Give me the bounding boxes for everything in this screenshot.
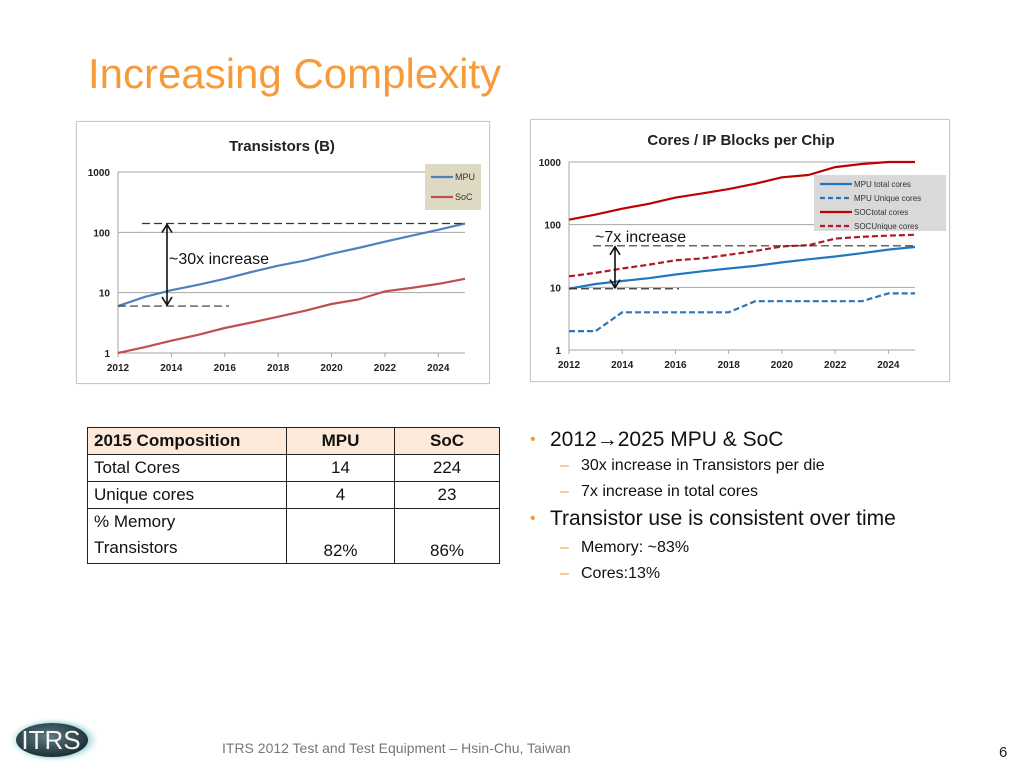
x-tick-label: 2014 (160, 363, 183, 374)
table-cell: 23 (394, 481, 500, 509)
dash-icon: – (560, 539, 569, 556)
sub-bullet-text: Cores:13% (581, 565, 661, 582)
series-line-soc (117, 277, 466, 355)
x-tick-label: 2014 (611, 360, 634, 371)
annotation-label: ~30x increase (169, 251, 269, 268)
page-number: 6 (999, 744, 1008, 761)
sub-bullet-item: – 30x increase in Transistors per die (530, 456, 930, 476)
x-tick-label: 2022 (824, 360, 847, 371)
table-header-row: 2015 Composition MPU SoC (87, 427, 500, 455)
table-header: SoC (394, 427, 500, 455)
sub-bullet-item: – Memory: ~83% (530, 538, 930, 558)
x-tick-label: 2022 (374, 363, 397, 374)
x-tick-label: 2020 (320, 363, 343, 374)
y-tick-label: 100 (544, 221, 561, 232)
table-row: Unique cores 4 23 (87, 481, 500, 509)
x-tick-label: 2024 (427, 363, 450, 374)
annotation-arrowhead-up (609, 245, 621, 256)
x-tick-label: 2012 (558, 360, 581, 371)
bullet-item: • Transistor use is consistent over time (530, 508, 930, 530)
annotation-label: ~7x increase (595, 229, 686, 246)
logo-text: ITRS (21, 725, 80, 755)
table-cell: 86% (394, 508, 500, 564)
y-tick-label: 100 (93, 228, 110, 239)
legend-label: SOCtotal cores (854, 208, 908, 217)
series-line-socunique-cores (568, 233, 916, 278)
bullet-text: Transistor use is consistent over time (550, 507, 896, 530)
table-row: % Memory Transistors 82% 86% (87, 508, 500, 564)
table-cell: 82% (286, 508, 395, 564)
bullet-dot-icon: • (530, 431, 536, 448)
composition-table: 2015 Composition MPU SoC Total Cores 14 … (87, 427, 500, 564)
table-header: MPU (286, 427, 395, 455)
chart-title: Cores / IP Blocks per Chip (647, 132, 834, 149)
series-line-mpu (117, 222, 466, 308)
itrs-logo: ITRS (6, 716, 102, 769)
bullet-text: 2025 MPU & SoC (617, 428, 784, 451)
x-tick-label: 2018 (267, 363, 290, 374)
table-cell: % Memory Transistors (87, 508, 287, 564)
legend-label: SoC (455, 192, 473, 202)
dash-icon: – (560, 565, 569, 582)
y-tick-label: 10 (550, 283, 562, 294)
x-tick-label: 2024 (877, 360, 900, 371)
annotation-arrowhead-up (161, 223, 173, 233)
table-cell-line: % Memory (94, 512, 176, 531)
table-cell: Total Cores (87, 454, 287, 482)
x-tick-label: 2012 (107, 363, 130, 374)
sub-bullet-item: – Cores:13% (530, 564, 930, 584)
table-row: Total Cores 14 224 (87, 454, 500, 482)
annotation-arrowhead-down (161, 296, 173, 307)
annotation-arrowhead-down (609, 279, 621, 290)
y-tick-label: 10 (99, 289, 111, 300)
bullet-item: • 2012→2025 MPU & SoC (530, 428, 930, 452)
x-tick-label: 2016 (664, 360, 687, 371)
cores-chart: Cores / IP Blocks per Chip 1 10 100 1000 2012… (530, 119, 950, 382)
sub-bullet-item: – 7x increase in total cores (530, 482, 930, 502)
table-cell: 14 (286, 454, 395, 482)
table-cell: Unique cores (87, 481, 287, 509)
table-header: 2015 Composition (87, 427, 287, 455)
legend-label: MPU (455, 172, 475, 182)
transistors-chart: Transistors (B) 1 10 100 1000 2012 2014 2016 201… (76, 121, 490, 384)
dash-icon: – (560, 457, 569, 474)
series-line-soctotal-cores (568, 160, 915, 221)
series-line-mpu-total-cores (568, 245, 916, 290)
bullet-text: 2012 (550, 428, 597, 451)
legend-label: MPU total cores (854, 180, 911, 189)
x-tick-label: 2016 (214, 363, 237, 374)
bullet-dot-icon: • (530, 510, 536, 527)
table-cell-line: Transistors (94, 538, 178, 557)
sub-bullet-text: Memory: ~83% (581, 539, 690, 556)
x-tick-label: 2020 (771, 360, 794, 371)
itrs-logo-icon: ITRS (7, 717, 101, 763)
legend-label: MPU Unique cores (854, 194, 921, 203)
sub-bullet-text: 30x increase in Transistors per die (581, 457, 825, 474)
cores-chart-svg: Cores / IP Blocks per Chip 1 10 100 1000 2012… (539, 132, 946, 371)
y-tick-label: 1000 (539, 158, 562, 169)
table-cell: 4 (286, 481, 395, 509)
legend-box (425, 164, 481, 210)
x-tick-label: 2018 (718, 360, 741, 371)
series-line-mpu-unique-cores (569, 292, 915, 333)
arrow-right-icon: → (596, 428, 618, 451)
slide-title: Increasing Complexity (88, 50, 502, 97)
dash-icon: – (560, 483, 569, 500)
chart-title: Transistors (B) (229, 138, 335, 155)
footer-text: ITRS 2012 Test and Test Equipment – Hsin… (222, 740, 571, 756)
table-cell: 224 (394, 454, 500, 482)
y-tick-label: 1000 (88, 168, 111, 179)
bullet-list: • 2012→2025 MPU & SoC – 30x increase in … (530, 428, 930, 590)
transistors-chart-svg: Transistors (B) 1 10 100 1000 2012 2014 2016 201… (88, 138, 481, 374)
legend-label: SOCUnique cores (854, 222, 918, 231)
y-tick-label: 1 (104, 349, 110, 360)
sub-bullet-text: 7x increase in total cores (581, 483, 758, 500)
y-tick-label: 1 (555, 346, 561, 357)
